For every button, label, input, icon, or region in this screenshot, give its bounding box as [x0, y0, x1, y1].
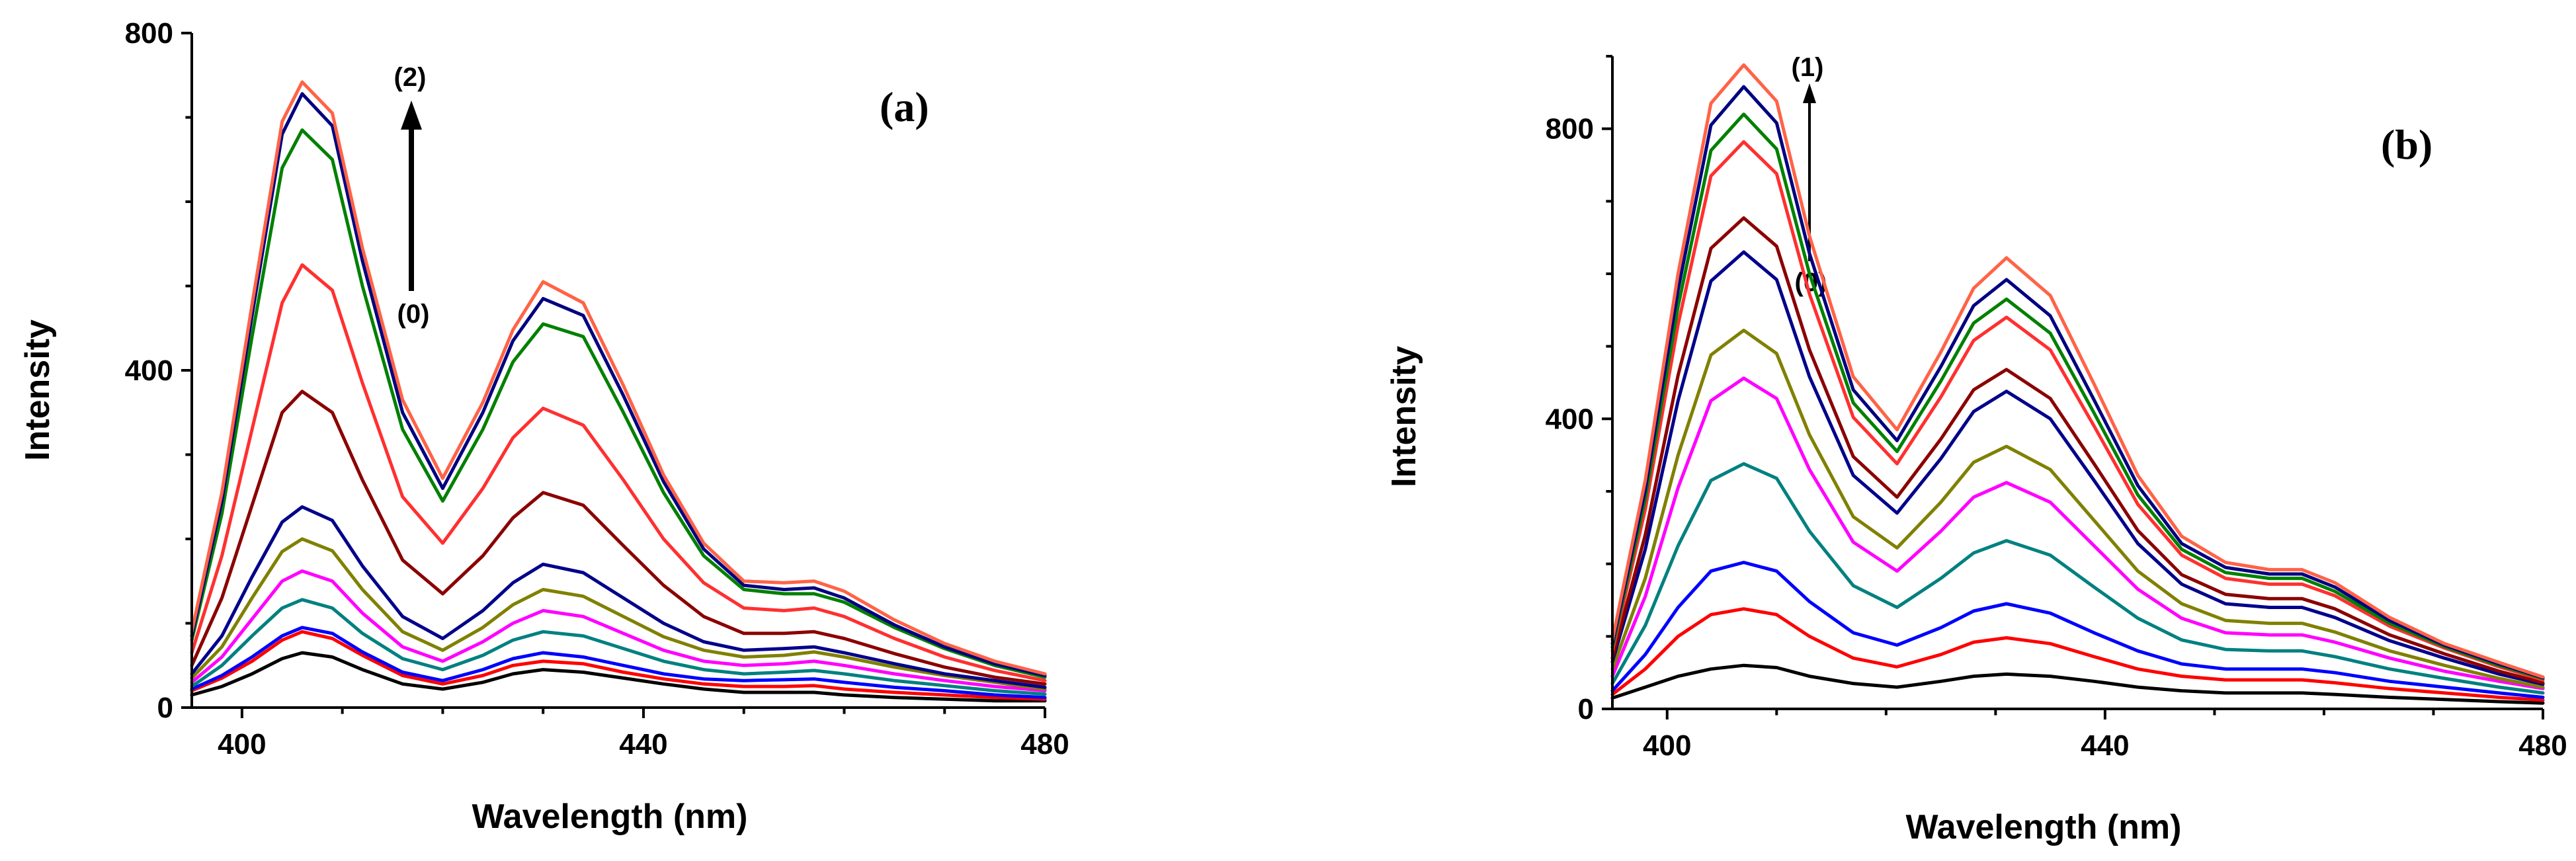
- series-line-a-2: [190, 630, 1047, 701]
- series-line-b-7: [1610, 250, 2545, 686]
- panel-label-a: (a): [880, 83, 929, 130]
- x-axis-title-b: Wavelength (nm): [1906, 808, 2182, 846]
- series-line-a-7: [190, 505, 1047, 689]
- annotation-bottom-a: (0): [397, 300, 430, 329]
- x-axis-title-a: Wavelength (nm): [472, 798, 748, 836]
- annotation-top-b: (1): [1792, 53, 1824, 82]
- y-tick-label-a-0: 0: [157, 692, 173, 724]
- y-tick-label-a-400: 400: [125, 354, 173, 387]
- series-line-b-4: [1610, 462, 2545, 695]
- series-line-b-9: [1610, 140, 2545, 682]
- y-tick-label-b-400: 400: [1546, 403, 1594, 435]
- y-axis-title-a: Intensity: [19, 319, 57, 461]
- series-line-a-1: [190, 651, 1047, 703]
- series-line-b-8: [1610, 216, 2545, 684]
- y-axis-title-b: Intensity: [1385, 346, 1423, 487]
- y-tick-label-a-800: 800: [125, 17, 173, 50]
- series-line-b-1: [1610, 663, 2545, 705]
- series-line-b-3: [1610, 561, 2545, 699]
- chart-panel-b: (b) (1) (0) Wavelength (nm) Intensity 40…: [1385, 53, 2567, 846]
- annotation-top-a: (2): [394, 63, 427, 92]
- series-line-a-8: [190, 390, 1047, 686]
- series-line-a-4: [190, 598, 1047, 696]
- series-line-b-11: [1610, 85, 2545, 680]
- x-tick-label-a-400: 400: [218, 728, 266, 760]
- series-line-a-10: [190, 128, 1047, 679]
- series-line-b-10: [1610, 112, 2545, 680]
- x-tick-label-b-400: 400: [1643, 729, 1691, 762]
- series-line-b-6: [1610, 329, 2545, 689]
- series-line-a-3: [190, 626, 1047, 700]
- x-tick-label-a-440: 440: [619, 728, 667, 760]
- chart-panel-a: (a) (2) (0) Wavelength (nm) Intensity 40…: [19, 17, 1069, 836]
- series-line-b-2: [1610, 607, 2545, 702]
- series-line-a-6: [190, 537, 1047, 691]
- panel-label-b: (b): [2381, 121, 2432, 168]
- x-tick-label-a-480: 480: [1020, 728, 1069, 760]
- series-line-b-5: [1610, 376, 2545, 690]
- series-line-a-12: [190, 80, 1047, 676]
- x-tick-label-b-480: 480: [2518, 729, 2567, 762]
- x-tick-label-b-440: 440: [2081, 729, 2129, 762]
- series-line-a-9: [190, 263, 1047, 682]
- y-tick-label-b-0: 0: [1578, 693, 1594, 725]
- arrow-b-head: [1803, 83, 1816, 103]
- series-line-a-11: [190, 92, 1047, 677]
- y-tick-label-b-800: 800: [1546, 113, 1594, 145]
- series-line-b-12: [1610, 63, 2545, 679]
- arrow-a-head: [401, 101, 422, 130]
- series-line-a-5: [190, 569, 1047, 692]
